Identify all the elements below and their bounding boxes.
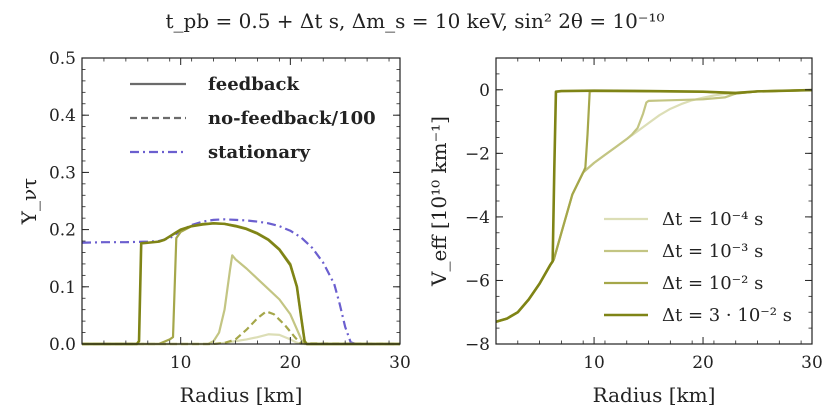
- y-tick-label-0-1: 0.1: [49, 278, 76, 298]
- legend-label-dt-1e-2: Δt = 10⁻² s: [662, 273, 763, 294]
- right-legend: Δt = 10⁻⁴ s Δt = 10⁻³ s Δt = 10⁻² s Δt =…: [604, 209, 792, 326]
- y-tick-label-1-0: 0: [479, 81, 490, 101]
- legend-label-dt-1e-3: Δt = 10⁻³ s: [662, 241, 763, 262]
- x-tick-label-0-2: 30: [389, 353, 411, 373]
- legend-label-dt-1e-4: Δt = 10⁻⁴ s: [662, 209, 763, 230]
- y-tick-label-0-2: 0.2: [49, 221, 76, 241]
- right-panel: 10 20 30 0 −2 −4 −6 −8 Radius [km] V_eff [10¹⁰ …: [427, 57, 823, 407]
- figure-title: t_pb = 0.5 + Δt s, Δm_s = 10 keV, sin² 2…: [166, 9, 665, 33]
- legend-label-feedback: feedback: [208, 74, 299, 95]
- legend-label-dt-3e-2: Δt = 3 · 10⁻² s: [662, 305, 792, 326]
- y-tick-label-0-5: 0.5: [49, 49, 76, 69]
- x-tick-label-1-0: 10: [583, 353, 605, 373]
- y-tick-label-1-2: −4: [465, 208, 490, 228]
- y-tick-label-0-0: 0.0: [49, 335, 76, 355]
- series-line-1-3: [495, 88, 813, 324]
- left-plot-frame: [81, 57, 401, 345]
- left-legend: feedback no-feedback/100 stationary: [130, 74, 376, 163]
- x-tick-label-0-1: 20: [280, 353, 302, 373]
- y-tick-label-0-3: 0.3: [49, 163, 76, 183]
- series-line-0-3: [82, 310, 401, 346]
- series-line-0-2: [82, 254, 400, 346]
- x-tick-label-1-1: 20: [692, 353, 714, 373]
- y-tick-label-1-4: −8: [465, 335, 490, 355]
- series-line-0-5: [82, 222, 400, 346]
- legend-label-stationary: stationary: [208, 142, 311, 163]
- series-line-1-0: [495, 89, 813, 323]
- y-tick-label-0-4: 0.4: [49, 106, 76, 126]
- right-y-axis-label: V_eff [10¹⁰ km⁻¹]: [427, 116, 451, 287]
- y-tick-label-1-1: −2: [465, 144, 490, 164]
- series-line-0-4: [82, 222, 400, 346]
- left-x-axis-label: Radius [km]: [180, 383, 303, 407]
- x-tick-label-0-0: 10: [170, 353, 192, 373]
- y-tick-label-1-3: −6: [465, 271, 490, 291]
- left-panel: 10 20 30 0.0 0.1 0.2 0.3 0.4 0.5 Radius [km] Y_ν…: [17, 49, 411, 407]
- x-tick-label-1-2: 30: [801, 353, 823, 373]
- series-line-0-0: [81, 218, 400, 346]
- right-x-axis-label: Radius [km]: [593, 383, 716, 407]
- legend-label-no-feedback: no-feedback/100: [208, 108, 376, 129]
- left-y-axis-label: Y_ντ: [17, 178, 41, 225]
- series-line-1-1: [495, 89, 813, 323]
- series-line-1-2: [495, 89, 813, 323]
